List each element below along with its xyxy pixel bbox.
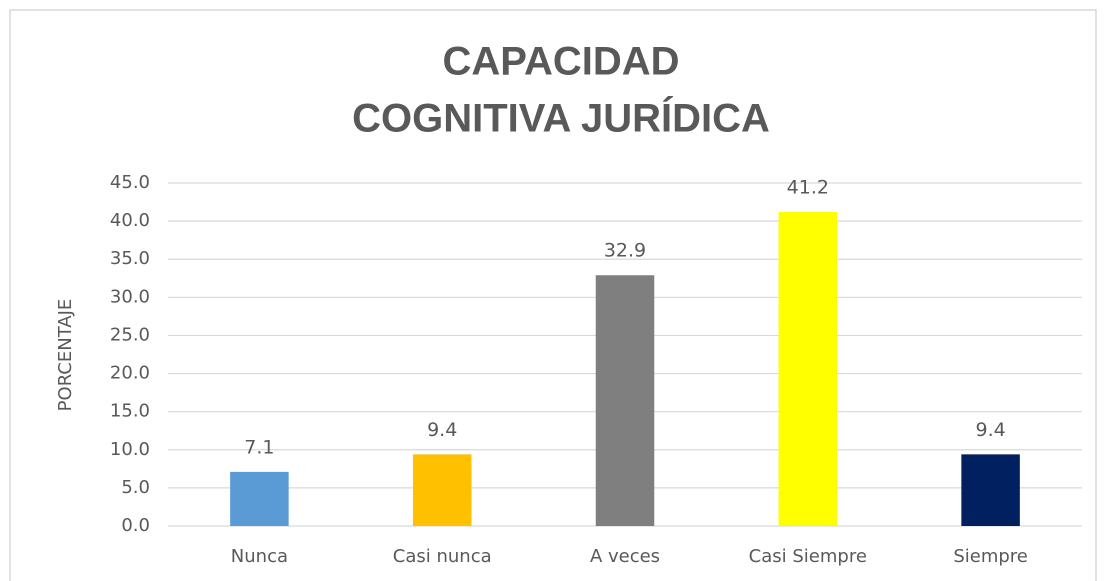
x-tick-label: A veces bbox=[590, 546, 660, 567]
chart-frame bbox=[9, 9, 1097, 581]
data-label: 32.9 bbox=[604, 240, 646, 262]
bar bbox=[961, 454, 1020, 526]
x-tick-label: Nunca bbox=[231, 546, 288, 567]
y-axis-label: PORCENTAJE bbox=[55, 299, 76, 412]
bar bbox=[595, 275, 655, 526]
bar bbox=[778, 211, 838, 526]
chart-title: CAPACIDAD bbox=[442, 40, 679, 84]
y-tick-label: 0.0 bbox=[121, 515, 150, 536]
x-tick-label: Siempre bbox=[953, 546, 1028, 567]
x-tick-label: Casi Siempre bbox=[749, 546, 867, 567]
y-tick-label: 5.0 bbox=[121, 477, 150, 498]
y-tick-label: 30.0 bbox=[110, 286, 150, 307]
y-tick-label: 25.0 bbox=[110, 324, 150, 345]
chart-title: COGNITIVA JURÍDICA bbox=[352, 96, 770, 141]
data-label: 9.4 bbox=[975, 419, 1005, 441]
y-tick-label: 40.0 bbox=[110, 210, 150, 231]
y-tick-label: 10.0 bbox=[110, 439, 150, 460]
data-label: 7.1 bbox=[244, 436, 274, 458]
bar bbox=[230, 471, 289, 526]
y-tick-label: 35.0 bbox=[110, 248, 150, 269]
y-tick-label: 45.0 bbox=[110, 172, 150, 193]
bar bbox=[412, 454, 472, 526]
y-tick-label: 20.0 bbox=[110, 363, 150, 384]
data-label: 9.4 bbox=[427, 419, 457, 441]
y-tick-label: 15.0 bbox=[110, 401, 150, 422]
x-tick-label: Casi nunca bbox=[393, 546, 492, 567]
data-label: 41.2 bbox=[787, 176, 829, 198]
